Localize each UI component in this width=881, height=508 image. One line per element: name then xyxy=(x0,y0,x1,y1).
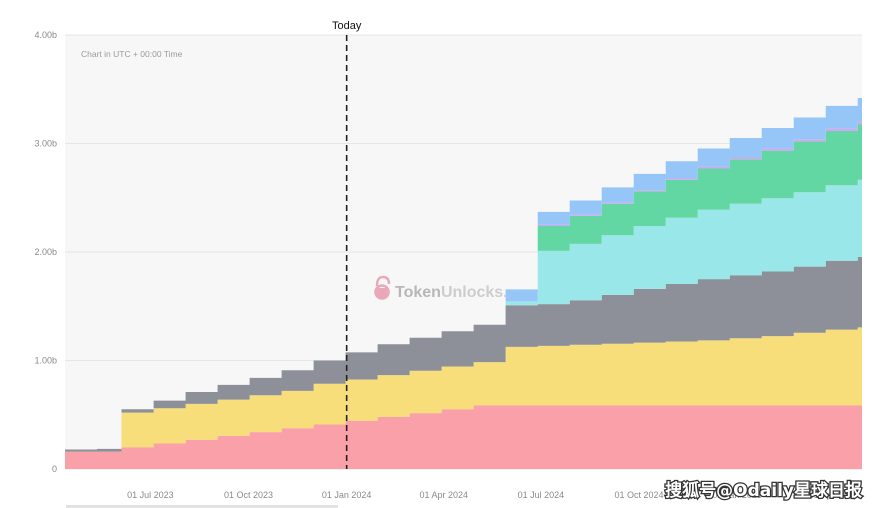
y-tick-label: 0 xyxy=(52,464,57,474)
x-tick-label: 01 Oct 2024 xyxy=(614,490,663,500)
watermark-text: TokenUnlocks. xyxy=(395,284,508,301)
x-tick-label: 01 Oct 2023 xyxy=(224,490,273,500)
x-tick-label: 01 Jan 2025 xyxy=(712,490,762,500)
timezone-note: Chart in UTC + 00:00 Time xyxy=(81,49,183,59)
x-axis: 01 Jul 2023 01 Oct 2023 01 Jan 2024 01 Apr … xyxy=(127,490,857,500)
x-tick-label: 01 Jul 2024 xyxy=(518,490,565,500)
y-axis: 0 1.00b 2.00b 3.00b 4.00b xyxy=(34,30,57,474)
x-tick-label: 01 Jan 2024 xyxy=(322,490,372,500)
tokenunlocks-logo-icon xyxy=(374,275,391,300)
y-tick-label: 1.00b xyxy=(34,356,57,366)
x-tick-label: 01 Apr 2025 xyxy=(809,490,858,500)
watermark-token: Token xyxy=(395,284,441,301)
watermark-unlocks: Unlocks. xyxy=(441,284,508,301)
area-series-2 xyxy=(65,327,862,452)
watermark: TokenUnlocks. xyxy=(374,275,508,301)
area-series-1 xyxy=(65,405,862,469)
x-tick-label: 01 Jul 2023 xyxy=(127,490,174,500)
y-tick-label: 4.00b xyxy=(34,30,57,40)
today-label: Today xyxy=(332,20,362,32)
y-tick-label: 3.00b xyxy=(34,139,57,149)
x-tick-label: 01 Apr 2024 xyxy=(419,490,468,500)
credit-watermark: 搜狐号@Odaily星球日报 xyxy=(664,479,863,503)
credit-text: 搜狐号@Odaily星球日报 xyxy=(665,480,862,501)
area-series-3 xyxy=(65,256,862,452)
stacked-areas xyxy=(65,98,862,469)
area-series-4 xyxy=(65,179,862,450)
area-series-7 xyxy=(65,98,862,450)
area-series-5 xyxy=(65,124,862,450)
scroll-indicator[interactable] xyxy=(66,505,338,508)
y-tick-label: 2.00b xyxy=(34,247,57,257)
